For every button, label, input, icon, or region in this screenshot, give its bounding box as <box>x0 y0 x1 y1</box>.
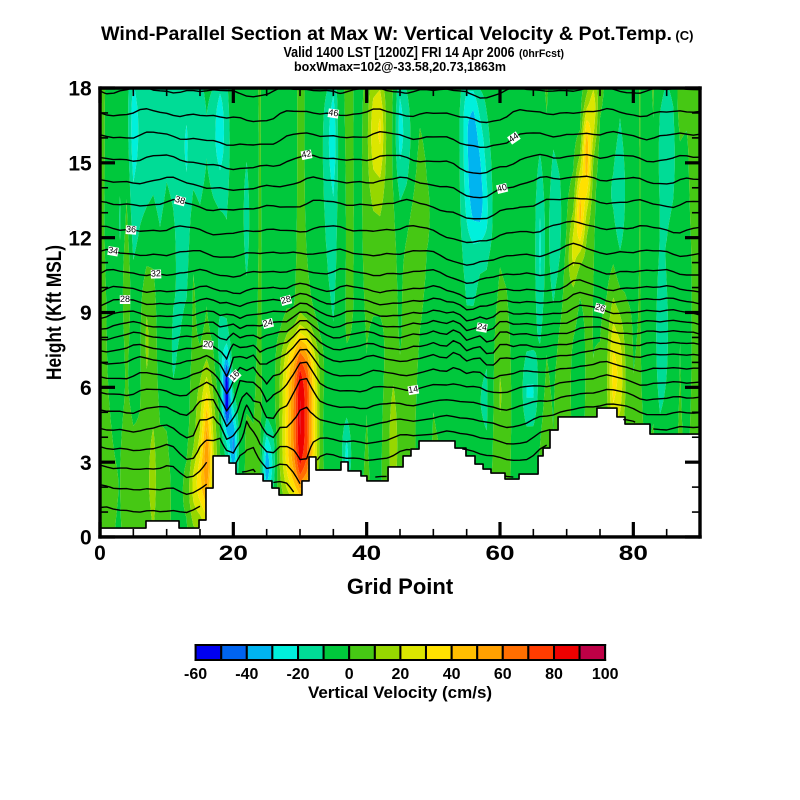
svg-text:60: 60 <box>494 666 512 683</box>
svg-text:-40: -40 <box>235 666 258 683</box>
svg-text:-60: -60 <box>184 666 207 683</box>
svg-text:24: 24 <box>476 321 488 333</box>
svg-text:40: 40 <box>496 182 508 194</box>
svg-text:-20: -20 <box>286 666 309 683</box>
svg-text:20: 20 <box>392 666 410 683</box>
svg-text:40: 40 <box>443 666 461 683</box>
svg-text:20: 20 <box>203 339 214 350</box>
svg-text:36: 36 <box>126 224 137 235</box>
svg-text:18: 18 <box>68 78 92 101</box>
svg-text:28: 28 <box>120 294 130 304</box>
svg-text:80: 80 <box>545 666 563 683</box>
svg-text:Grid Point: Grid Point <box>347 574 454 599</box>
svg-text:80: 80 <box>619 542 648 565</box>
svg-text:44: 44 <box>507 131 521 145</box>
svg-text:(C): (C) <box>675 28 693 43</box>
svg-text:20: 20 <box>219 542 248 565</box>
svg-text:14: 14 <box>407 384 419 396</box>
svg-text:3: 3 <box>80 452 92 475</box>
svg-text:26: 26 <box>594 302 606 314</box>
svg-text:32: 32 <box>151 268 161 278</box>
svg-text:0: 0 <box>80 527 92 550</box>
svg-text:9: 9 <box>80 302 92 325</box>
svg-text:15: 15 <box>68 152 92 175</box>
svg-text:Valid 1400 LST [1200Z] FRI 14: Valid 1400 LST [1200Z] FRI 14 Apr 2006 <box>284 44 515 61</box>
svg-text:Height (Kft MSL): Height (Kft MSL) <box>43 245 66 380</box>
svg-text:Wind-Parallel Section at Max W: Wind-Parallel Section at Max W: Vertical… <box>101 23 672 45</box>
svg-text:0: 0 <box>94 542 106 565</box>
svg-text:28: 28 <box>280 294 292 306</box>
svg-text:46: 46 <box>328 107 339 118</box>
svg-text:34: 34 <box>107 245 119 257</box>
svg-text:12: 12 <box>68 227 91 250</box>
svg-text:100: 100 <box>592 666 619 683</box>
svg-text:(0hrFcst): (0hrFcst) <box>519 48 564 60</box>
svg-text:6: 6 <box>80 377 92 400</box>
svg-text:Vertical Velocity (cm/s): Vertical Velocity (cm/s) <box>308 683 492 702</box>
svg-text:40: 40 <box>352 542 381 565</box>
svg-text:0: 0 <box>345 666 354 683</box>
svg-text:60: 60 <box>485 542 514 565</box>
svg-text:boxWmax=102@-33.58,20.73,1863m: boxWmax=102@-33.58,20.73,1863m <box>294 60 506 74</box>
svg-text:42: 42 <box>301 148 313 160</box>
svg-text:38: 38 <box>174 194 186 206</box>
svg-text:24: 24 <box>262 317 274 329</box>
